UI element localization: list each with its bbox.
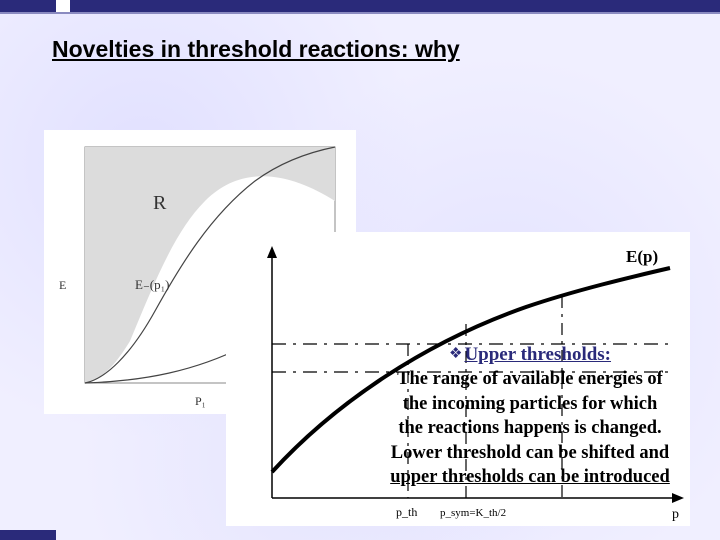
y-arrow [267, 246, 277, 258]
x-tick-left: p_th [396, 505, 417, 519]
body-line-3: the reactions happens is changed. [370, 417, 690, 440]
slide-title: Novelties in threshold reactions: why [52, 36, 460, 63]
footer-accent [0, 530, 56, 540]
x-arrow [672, 493, 684, 503]
body-line-2: the incoming particles for which [370, 393, 690, 416]
body-line-1: The range of available energies of [370, 368, 690, 391]
x-axis-label-1: P₁ [195, 394, 206, 408]
x-tick-mid: p_sym=K_th/2 [440, 507, 506, 519]
x-axis-label-2: p [672, 507, 679, 522]
top-accent-bar [0, 0, 720, 12]
explanation-text: ❖Upper thresholds: The range of availabl… [370, 344, 690, 489]
bullet-diamond: ❖ [449, 346, 462, 362]
ecurve-label: E₋(p₁) [135, 277, 170, 292]
region-label: R [153, 192, 167, 214]
textbox-heading: Upper thresholds: [464, 344, 611, 365]
curve-label: E(p) [626, 247, 658, 266]
heading-line: ❖Upper thresholds: [370, 344, 690, 366]
body-line-4: Lower threshold can be shifted and [370, 442, 690, 465]
y-axis-letter: E [59, 278, 66, 292]
body-line-5: upper thresholds can be introduced [370, 466, 690, 489]
